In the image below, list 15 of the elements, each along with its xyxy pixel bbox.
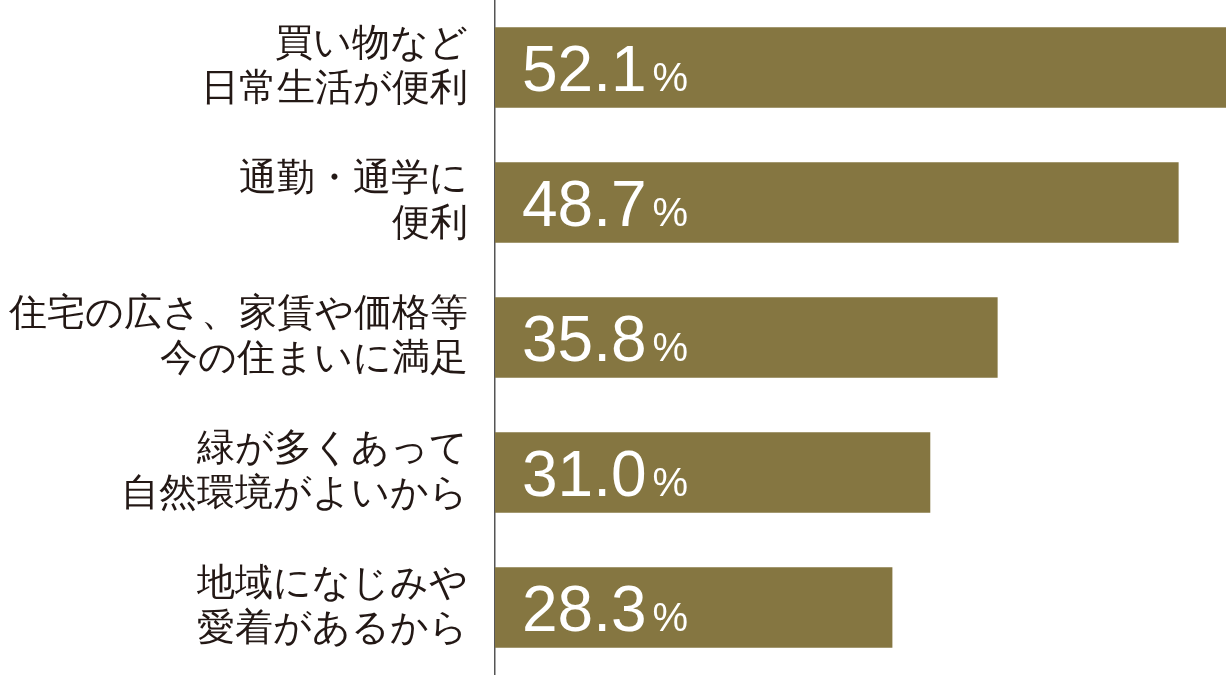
y-tick-label: 住宅の広さ、家賃や価格等今の住まいに満足 [8, 289, 468, 379]
bar [495, 27, 1226, 108]
data-label: 35.8% [522, 302, 689, 375]
y-tick-label: 緑が多くあって自然環境がよいから [121, 424, 468, 514]
bar [495, 567, 893, 648]
bar [495, 297, 998, 378]
bar [495, 432, 931, 513]
data-label: 48.7% [522, 167, 689, 240]
data-label: 31.0% [522, 437, 689, 510]
bar [495, 162, 1179, 243]
y-tick-label: 通勤・通学に便利 [239, 154, 468, 244]
data-label: 28.3% [522, 572, 689, 645]
y-tick-label: 買い物など日常生活が便利 [201, 19, 468, 109]
data-label: 52.1% [522, 32, 689, 105]
y-tick-label: 地域になじみや愛着があるから [196, 559, 468, 649]
